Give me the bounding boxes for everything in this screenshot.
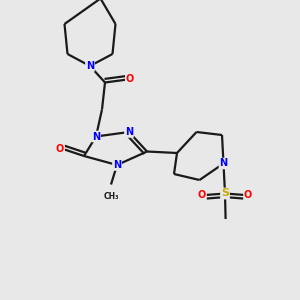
Text: N: N xyxy=(86,61,94,71)
Text: CH₃: CH₃ xyxy=(103,192,119,201)
Text: N: N xyxy=(92,131,100,142)
Text: S: S xyxy=(221,188,229,199)
Text: O: O xyxy=(198,190,206,200)
Text: O: O xyxy=(244,190,252,200)
Text: O: O xyxy=(56,143,64,154)
Text: O: O xyxy=(126,74,134,85)
Text: N: N xyxy=(125,127,133,137)
Text: N: N xyxy=(113,160,121,170)
Text: N: N xyxy=(219,158,228,169)
